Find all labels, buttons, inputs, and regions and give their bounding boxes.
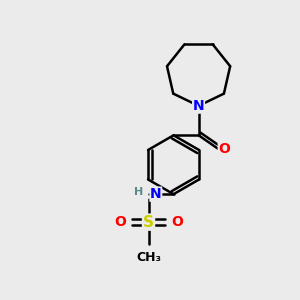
Text: S: S bbox=[143, 214, 154, 230]
Text: N: N bbox=[150, 187, 162, 201]
Text: O: O bbox=[218, 142, 230, 155]
Text: N: N bbox=[193, 99, 204, 113]
Text: O: O bbox=[114, 215, 126, 229]
Text: O: O bbox=[171, 215, 183, 229]
Text: CH₃: CH₃ bbox=[136, 251, 161, 264]
Text: N: N bbox=[193, 99, 204, 113]
Text: H: H bbox=[134, 187, 143, 197]
